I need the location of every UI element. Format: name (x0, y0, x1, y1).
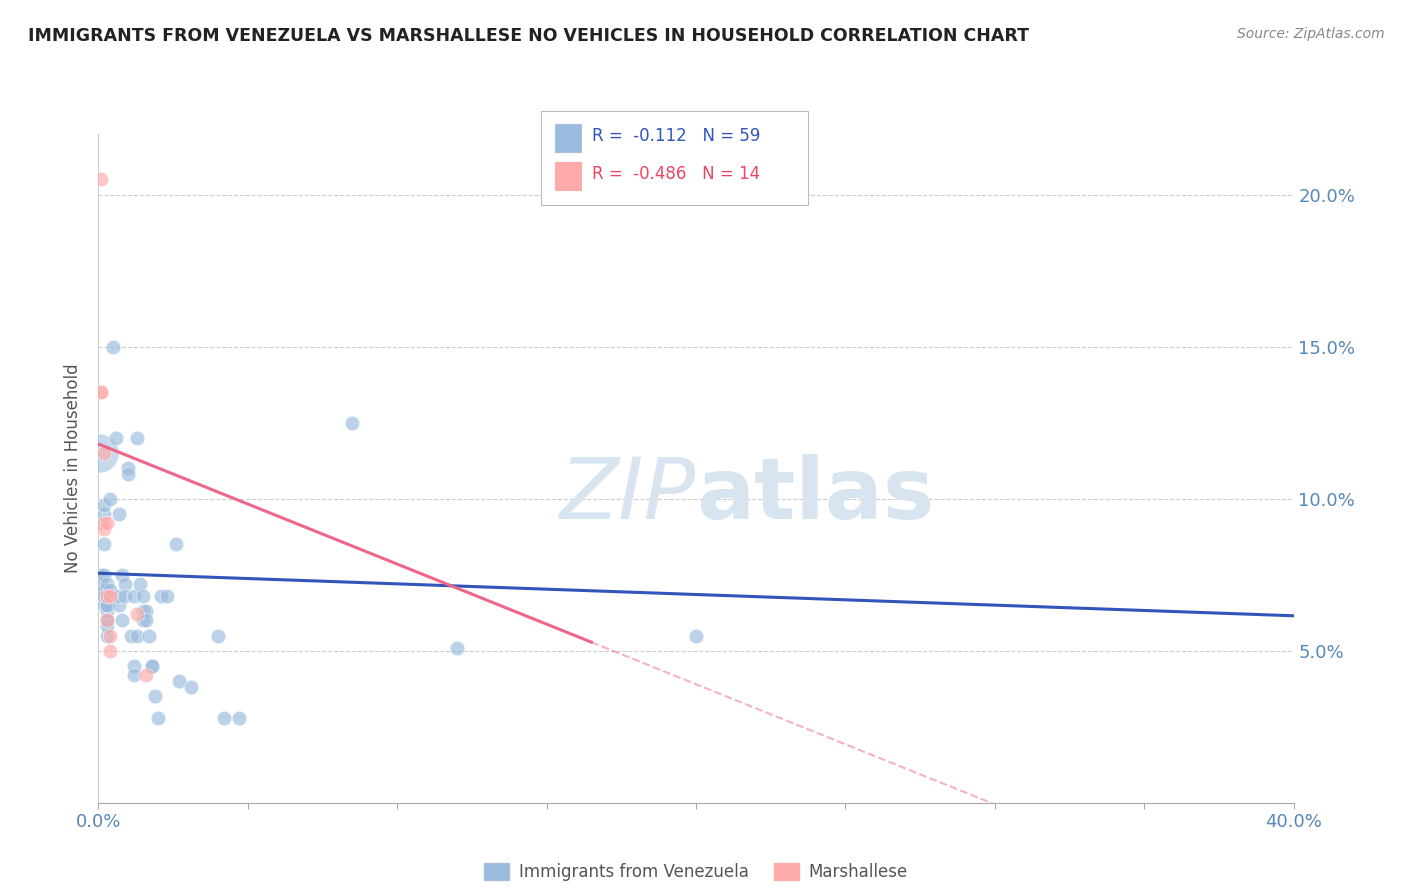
Point (127, 628, 149, 642)
Point (96, 613, 118, 627)
Point (93, 507, 115, 521)
Point (124, 659, 146, 673)
Point (167, 674, 190, 689)
Point (96, 516, 118, 530)
Point (138, 628, 160, 642)
Point (132, 604, 155, 618)
Point (93, 598, 115, 612)
Point (207, 628, 229, 642)
Point (165, 537, 187, 551)
Point (105, 431, 128, 445)
Point (90, 172, 112, 186)
Point (143, 690, 166, 704)
Point (141, 659, 163, 673)
Point (141, 659, 163, 673)
Point (90, 385, 112, 400)
Point (96, 589, 118, 603)
Point (342, 416, 364, 430)
Point (446, 640, 468, 655)
Text: ZIP: ZIP (560, 453, 696, 537)
Point (96, 613, 118, 627)
Point (108, 507, 131, 521)
Text: Source: ZipAtlas.com: Source: ZipAtlas.com (1237, 27, 1385, 41)
Point (90, 516, 112, 530)
Point (148, 711, 170, 725)
Point (212, 711, 235, 725)
Point (89, 446, 111, 460)
Point (100, 628, 122, 642)
Text: IMMIGRANTS FROM VENEZUELA VS MARSHALLESE NO VEHICLES IN HOUSEHOLD CORRELATION CH: IMMIGRANTS FROM VENEZUELA VS MARSHALLESE… (28, 27, 1029, 45)
Point (96, 604, 118, 618)
Y-axis label: No Vehicles in Household: No Vehicles in Household (65, 363, 83, 574)
Point (93, 582, 115, 597)
Point (117, 461, 139, 475)
Point (228, 711, 250, 725)
Point (100, 589, 122, 603)
Point (90, 567, 112, 582)
Point (114, 589, 136, 603)
Point (90, 577, 112, 591)
Point (150, 589, 173, 603)
Point (93, 589, 115, 603)
Point (93, 498, 115, 512)
Point (132, 613, 155, 627)
Text: R =  -0.486   N = 14: R = -0.486 N = 14 (592, 165, 761, 183)
Point (96, 577, 118, 591)
Point (108, 589, 131, 603)
Point (135, 613, 157, 627)
Point (96, 628, 118, 642)
Point (111, 567, 134, 582)
Point (93, 522, 115, 536)
Point (114, 577, 136, 591)
Point (96, 613, 118, 627)
Point (685, 628, 707, 642)
Point (132, 589, 155, 603)
Point (124, 668, 146, 682)
Point (124, 589, 146, 603)
Legend: Immigrants from Venezuela, Marshallese: Immigrants from Venezuela, Marshallese (477, 856, 915, 888)
Point (96, 598, 118, 612)
Point (108, 598, 131, 612)
Point (156, 589, 179, 603)
Point (135, 668, 157, 682)
Point (100, 582, 122, 597)
Point (100, 491, 122, 506)
Point (129, 577, 152, 591)
Point (103, 340, 125, 354)
Text: atlas: atlas (696, 453, 934, 537)
Point (96, 619, 118, 633)
Point (93, 516, 115, 530)
Point (135, 604, 157, 618)
Point (96, 598, 118, 612)
Point (127, 431, 149, 445)
Point (100, 644, 122, 658)
Point (120, 628, 142, 642)
Point (127, 607, 149, 622)
Point (90, 385, 112, 400)
Point (93, 446, 115, 460)
Point (93, 567, 115, 582)
Point (93, 537, 115, 551)
Point (117, 467, 139, 482)
Text: R =  -0.112   N = 59: R = -0.112 N = 59 (592, 127, 761, 145)
Point (180, 680, 202, 694)
Point (111, 613, 134, 627)
